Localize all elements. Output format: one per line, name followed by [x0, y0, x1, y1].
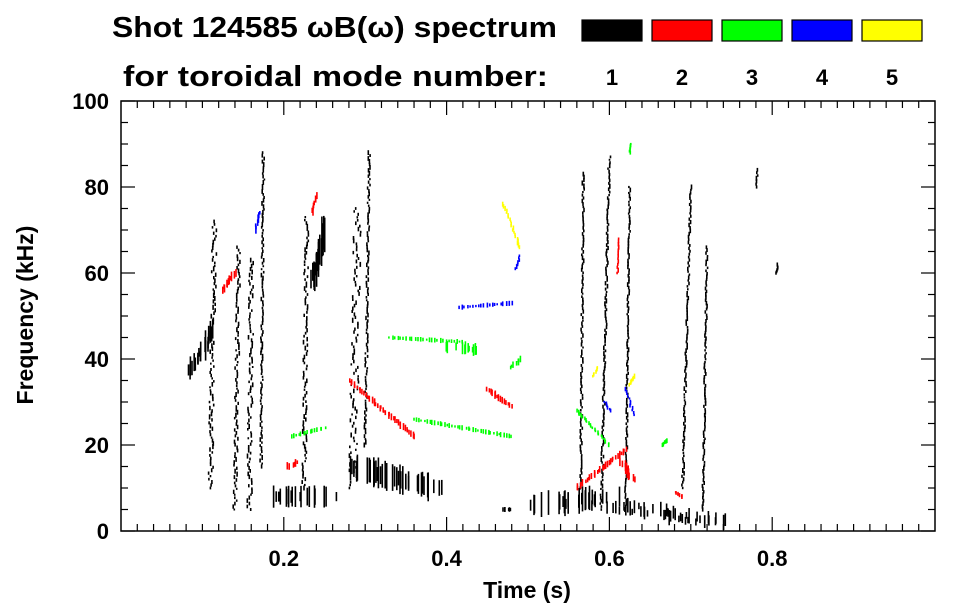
legend-swatch-5 [861, 19, 923, 42]
series-1-segment-8 [310, 215, 326, 292]
y-tick-label: 100 [72, 89, 109, 114]
legend-swatch-4 [791, 19, 853, 42]
legend-label-1: 1 [606, 65, 618, 90]
x-tick-label: 0.8 [757, 546, 788, 571]
series-1-segment-10 [348, 207, 362, 490]
series-4-segment-3 [514, 254, 521, 271]
x-axis-label: Time (s) [483, 577, 571, 603]
series-1-segment-2 [207, 219, 218, 490]
series-1-segment-14 [591, 497, 727, 530]
legend-label-3: 3 [746, 65, 758, 90]
series-4-segment-2 [458, 300, 514, 310]
series-1-segment-20 [755, 167, 759, 189]
series-4-segment-1 [254, 211, 261, 234]
series-1-segment-19 [701, 245, 709, 512]
series-2-segment-6 [576, 446, 628, 491]
y-tick-label: 0 [97, 519, 109, 544]
series-1-segment-21 [775, 262, 779, 275]
x-tick-label: 0.2 [269, 546, 300, 571]
y-tick-label: 80 [85, 175, 109, 200]
chart-title-line1: Shot 124585 ωB(ω) spectrum [112, 12, 557, 44]
legend-swatch-2 [651, 19, 713, 42]
series-2-segment-1 [222, 269, 237, 294]
series-1-segment-7 [301, 216, 310, 491]
legend-label-5: 5 [886, 65, 898, 90]
series-2-segment-2 [286, 459, 299, 470]
series-3-segment-1 [290, 426, 327, 439]
series-3-segment-4 [413, 417, 512, 439]
series-2-segment-4 [348, 378, 415, 440]
legend-swatch-3 [721, 19, 783, 42]
series-2-segment-7 [619, 458, 636, 483]
legend-swatch-1 [581, 19, 643, 42]
series-3-segment-7 [661, 438, 668, 448]
series-2-segment-5 [485, 386, 513, 409]
series-3-segment-6 [576, 408, 610, 448]
series-1-segment-6 [272, 485, 338, 508]
series-1-segment-3 [232, 245, 241, 511]
plot-area [187, 142, 779, 530]
series-3-segment-5 [509, 355, 522, 370]
x-tick-label: 0.4 [431, 546, 462, 571]
series-5-segment-3 [628, 373, 636, 387]
y-axis-label: Frequency (kHz) [12, 226, 38, 405]
y-tick-label: 60 [85, 261, 109, 286]
legend: 1 2 3 4 5 [581, 19, 923, 90]
y-tick-label: 40 [85, 347, 109, 372]
series-3-segment-3 [445, 341, 478, 356]
legend-label-4: 4 [816, 65, 829, 90]
series-3-segment-8 [628, 142, 632, 155]
series-1-segment-15 [579, 171, 586, 490]
chart-title-line2: for toroidal mode number: [123, 61, 548, 93]
x-tick-label: 0.6 [594, 546, 625, 571]
series-2-segment-3 [311, 192, 318, 216]
series-1-segment-4 [246, 257, 254, 511]
series-2-segment-8 [674, 491, 683, 499]
axes: 0 20 40 60 80 100 0.2 0.4 0.6 0.8 [72, 89, 936, 571]
series-2-segment-9 [616, 237, 620, 275]
series-1-segment-12 [502, 507, 512, 512]
series-5-segment-1 [501, 201, 521, 250]
series-5-segment-2 [591, 366, 599, 378]
y-tick-label: 20 [85, 433, 109, 458]
series-4-segment-4 [603, 400, 612, 413]
series-1-segment-18 [681, 184, 693, 490]
series-1-segment-5 [259, 151, 266, 469]
series-4-segment-5 [624, 386, 635, 417]
legend-label-2: 2 [676, 65, 688, 90]
